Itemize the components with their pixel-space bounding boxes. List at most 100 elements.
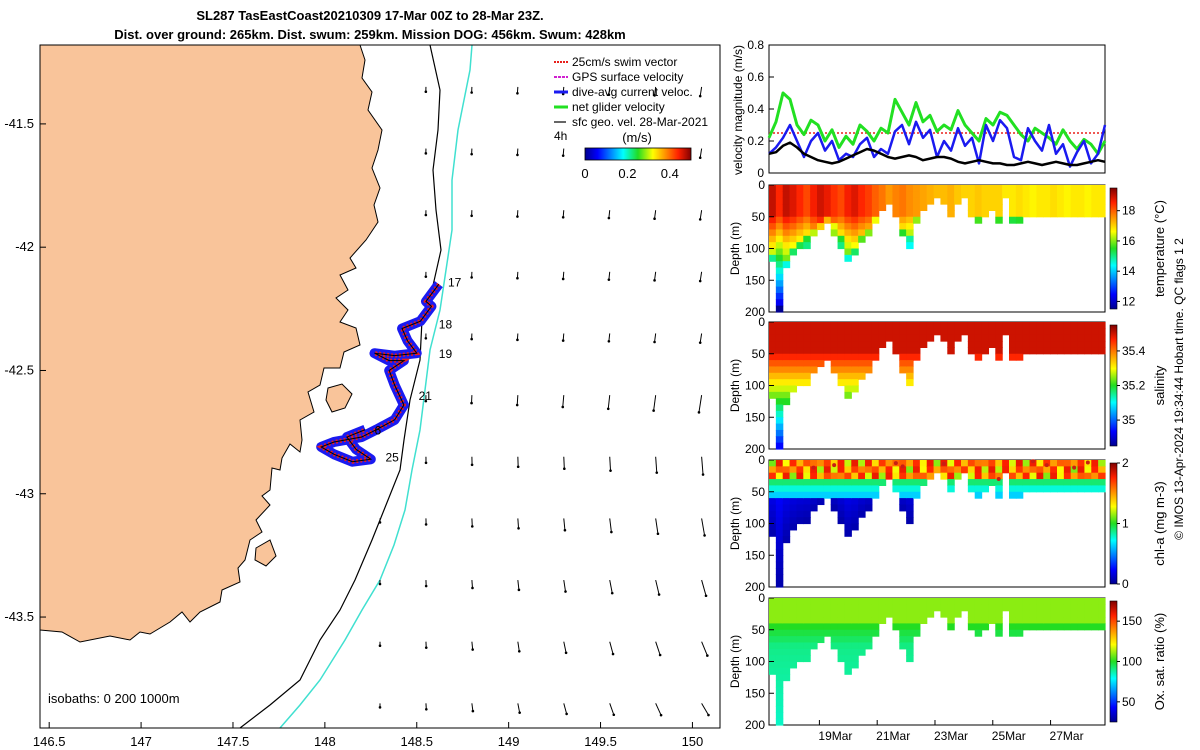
salinity-cell [1084,341,1092,348]
oxygen-cell [1057,604,1065,612]
current-vector-head [424,584,428,588]
oxygen-cell [789,655,798,663]
chla-cell [995,466,1003,474]
chla-cell [858,479,866,486]
chla-cell [926,460,935,467]
temperature-cell [865,223,873,231]
day-label: 18 [439,318,453,332]
temperature-cell [1077,204,1086,211]
oxygen-cell [769,642,777,650]
chla-cell [789,479,798,486]
current-vector [563,703,568,715]
temperature-cell [1009,204,1017,211]
chla-cell [837,479,846,486]
salinity-cell [1077,347,1086,355]
chla-cell [789,472,798,480]
salinity-cell [810,366,818,374]
temperature-cell [789,248,798,256]
temperature-cell [837,216,846,224]
chla-cell [810,491,818,499]
salinity-cell [995,322,1003,329]
salinity-cell [871,347,880,355]
salinity-cell [1063,328,1072,336]
oxygen-cell [1015,623,1024,631]
salinity-cell [974,322,983,329]
temperature-cell [775,286,784,294]
salinity-cell [919,322,928,329]
oxygen-cell [1015,629,1024,637]
salinity-cell [981,334,990,342]
current-vector [609,703,615,715]
oxygen-cell [803,623,811,631]
oxygen-cell [981,604,990,612]
salinity-cell [913,347,921,355]
temperature-cell [830,216,839,224]
chla-cell [899,504,907,512]
temperature-cell [1050,210,1058,218]
chla-cell [1091,466,1099,474]
chla-cell [823,485,832,493]
salinity-cell [810,334,818,342]
temperature-cell [892,197,900,205]
temperature-cell [817,185,825,192]
salinity-cblabel: salinity [1152,365,1167,405]
temperature-cell [789,235,798,243]
salinity-cell [837,379,846,387]
salinity-cell [837,322,846,329]
temperature-cell [1043,210,1051,218]
salinity-cell [1084,347,1092,355]
chla-cbtick-label: 1 [1122,517,1129,531]
chla-cell [865,472,873,480]
temperature-cell [967,204,976,211]
oxygen-cell [865,610,873,618]
temperature-cell [775,210,784,218]
oxygen-cell [851,617,859,624]
oxygen-cell [892,604,900,612]
oxygen-cell [1043,604,1051,612]
chla-cell [1057,466,1065,474]
temperature-cell [851,248,859,256]
chla-cell [954,466,962,474]
temperature-cell [1022,191,1031,199]
chla-cell [830,491,839,499]
temperature-cell [817,197,825,205]
temperature-cell [913,204,921,211]
oxygen-cell [823,629,832,637]
current-vector [471,703,474,712]
day-label: 17 [448,276,462,290]
current-vector [563,456,565,469]
oxygen-cell [851,661,859,669]
salinity-cell [899,328,907,336]
chla-cell [810,479,818,486]
salinity-cell [947,347,955,355]
title-line-2: Dist. over ground: 265km. Dist. swum: 25… [114,27,626,42]
oxygen-cell [947,610,955,618]
chla-cell [1063,460,1072,467]
oxygen-cell [1036,623,1044,631]
oxygen-cell [1098,623,1106,631]
salinity-cell [940,334,948,342]
chla-cell [954,472,962,480]
chla-cell [1098,479,1106,486]
chla-cell [775,485,784,493]
chla-cell [1084,479,1092,486]
oxygen-cell [775,686,784,694]
current-vector-head [561,154,565,157]
salinity-cell [851,360,859,368]
salinity-cell [782,385,791,393]
salinity-cell [947,328,955,336]
chla-cell [817,466,825,474]
oxygen-cell [988,610,996,618]
chla-cell [775,510,784,518]
chla-cell [885,466,894,474]
salinity-cell [775,347,784,355]
salinity-cell [844,379,852,387]
oxygen-cell [796,598,804,605]
salinity-cell [906,328,914,336]
oxygen-ylabel: Depth (m) [728,635,742,688]
salinity-ytick-label: 50 [752,347,766,361]
oxygen-cell [810,617,818,624]
temperature-cell [892,204,900,211]
oxygen-cell [769,598,777,605]
